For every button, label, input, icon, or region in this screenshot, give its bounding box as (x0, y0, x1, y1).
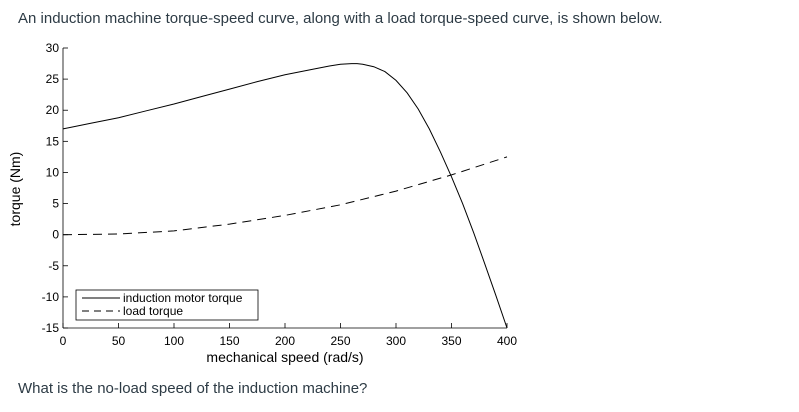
y-tick-label: 30 (46, 41, 60, 55)
axes (62, 47, 508, 329)
x-tick-label: 50 (112, 334, 126, 348)
series-lines (62, 63, 508, 329)
x-tick-label: 150 (219, 334, 239, 348)
y-tick-label: 15 (46, 134, 60, 148)
x-tick-label: 100 (164, 334, 184, 348)
y-tick-label: -5 (48, 259, 59, 273)
y-tick-label: 20 (46, 103, 60, 117)
y-tick-label: 0 (52, 228, 59, 242)
series-line-motor-torque (62, 63, 508, 329)
x-tick-label: 300 (386, 334, 406, 348)
y-tick-label: 10 (46, 165, 60, 179)
y-tick-label: -15 (42, 321, 60, 335)
x-axis-label: mechanical speed (rad/s) (206, 349, 363, 365)
series-line-load-torque (62, 156, 508, 236)
x-tick-label: 250 (330, 334, 350, 348)
question-intro: An induction machine torque-speed curve,… (18, 10, 663, 27)
y-tick-label: 5 (52, 197, 59, 211)
x-tick-label: 200 (275, 334, 295, 348)
legend: induction motor torque load torque (75, 289, 259, 321)
y-axis-label: torque (Nm) (7, 152, 23, 227)
legend-label-load: load torque (123, 304, 183, 318)
y-tick-label: -10 (42, 290, 60, 304)
question-prompt: What is the no-load speed of the inducti… (18, 380, 368, 397)
y-tick-label: 25 (46, 72, 60, 86)
x-tick-label: 350 (441, 334, 461, 348)
legend-label-motor: induction motor torque (123, 291, 243, 305)
x-tick-label: 0 (60, 334, 67, 348)
x-tick-label: 400 (497, 334, 517, 348)
legend-box (75, 289, 259, 321)
